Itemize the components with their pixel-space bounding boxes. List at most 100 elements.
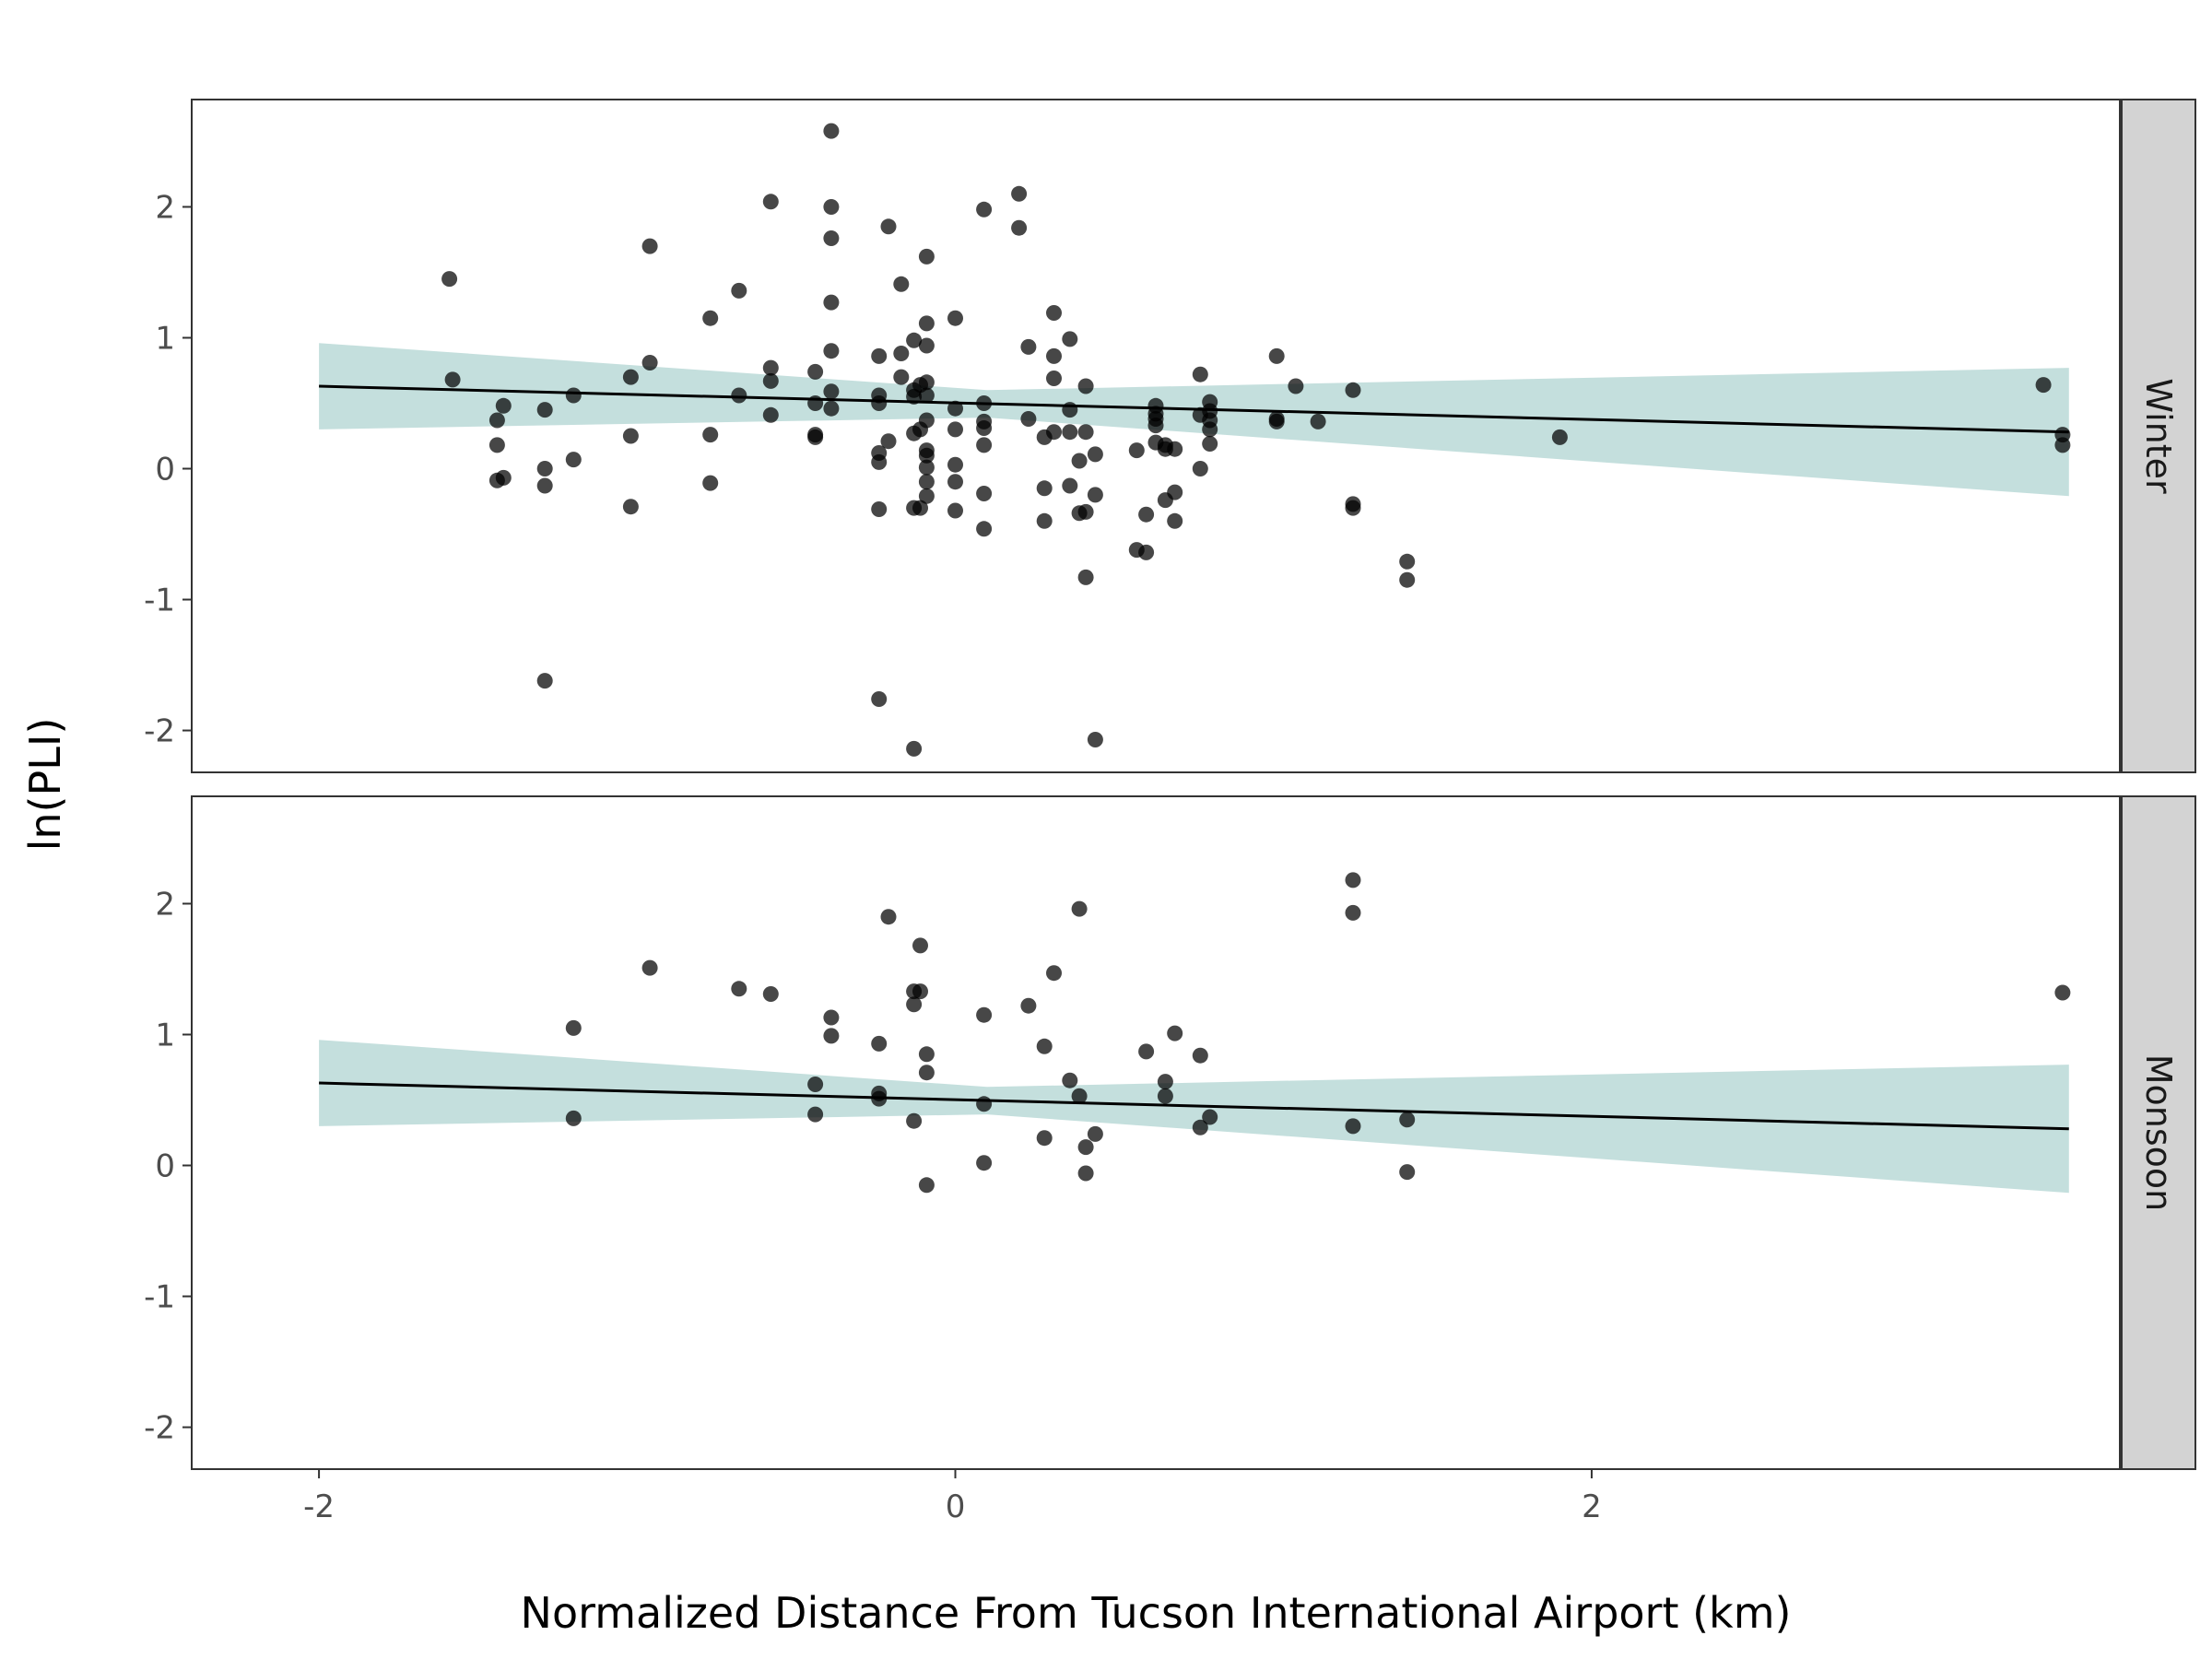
data-point bbox=[976, 521, 993, 537]
data-point bbox=[1138, 1043, 1155, 1060]
panel-border bbox=[191, 795, 2121, 1470]
data-point bbox=[1399, 1164, 1416, 1181]
data-point bbox=[731, 387, 747, 404]
data-point bbox=[1036, 480, 1053, 497]
y-tick-label: -1 bbox=[144, 1279, 175, 1316]
data-point bbox=[880, 909, 897, 925]
data-point bbox=[947, 502, 963, 519]
data-point bbox=[1011, 185, 1028, 202]
data-point bbox=[1071, 453, 1088, 469]
data-point bbox=[622, 499, 639, 515]
data-point bbox=[918, 488, 935, 504]
data-point bbox=[976, 1006, 993, 1023]
data-point bbox=[918, 1046, 935, 1063]
data-point bbox=[918, 459, 935, 476]
data-point bbox=[1062, 1072, 1078, 1088]
data-point bbox=[1071, 1088, 1088, 1104]
data-point bbox=[1087, 446, 1103, 463]
data-point bbox=[441, 271, 458, 288]
data-point bbox=[1077, 503, 1094, 520]
data-point bbox=[1202, 436, 1218, 452]
data-point bbox=[1128, 442, 1145, 459]
data-point bbox=[823, 230, 840, 246]
data-point bbox=[807, 363, 824, 380]
data-point bbox=[762, 194, 779, 210]
data-point bbox=[1077, 424, 1094, 441]
data-point bbox=[976, 395, 993, 411]
regression-line bbox=[319, 1081, 2069, 1131]
data-point bbox=[1157, 1074, 1173, 1090]
x-tick-label: 2 bbox=[1582, 1488, 1602, 1525]
y-tick-label: 1 bbox=[155, 320, 175, 357]
data-point bbox=[918, 337, 935, 354]
data-point bbox=[1202, 1109, 1218, 1125]
data-point bbox=[1062, 424, 1078, 441]
data-point bbox=[1310, 413, 1326, 429]
data-point bbox=[807, 429, 824, 445]
data-point bbox=[1046, 965, 1062, 982]
data-point bbox=[1077, 1139, 1094, 1156]
x-axis: -2 0 2 bbox=[303, 1469, 1602, 1525]
data-point bbox=[565, 1110, 582, 1126]
data-point bbox=[976, 486, 993, 501]
y-tick-label: -2 bbox=[144, 713, 175, 750]
data-point bbox=[823, 199, 840, 215]
data-point bbox=[1167, 512, 1183, 529]
data-point bbox=[807, 1077, 824, 1092]
data-point bbox=[823, 400, 840, 417]
data-point bbox=[1077, 569, 1094, 585]
data-point bbox=[893, 346, 910, 361]
data-point bbox=[1345, 382, 1361, 398]
data-point bbox=[1020, 338, 1037, 355]
data-point bbox=[823, 383, 840, 400]
data-point bbox=[488, 437, 505, 453]
data-point bbox=[976, 1096, 993, 1112]
data-point bbox=[918, 1065, 935, 1081]
data-point bbox=[702, 310, 719, 326]
data-point bbox=[871, 347, 888, 364]
data-point bbox=[536, 402, 553, 418]
data-point bbox=[702, 427, 719, 443]
data-point bbox=[641, 959, 658, 976]
data-point bbox=[976, 201, 993, 218]
data-point bbox=[1167, 441, 1183, 457]
data-point bbox=[762, 406, 779, 423]
data-point bbox=[1167, 484, 1183, 500]
data-point bbox=[1020, 411, 1037, 427]
data-point bbox=[918, 447, 935, 464]
data-point bbox=[1157, 1088, 1173, 1104]
facet-strip-label: Winter bbox=[2138, 378, 2179, 494]
data-point bbox=[762, 359, 779, 376]
data-point bbox=[1192, 1047, 1208, 1064]
data-point bbox=[1036, 1130, 1053, 1147]
data-point bbox=[641, 238, 658, 254]
data-point bbox=[1138, 506, 1155, 523]
data-point bbox=[1268, 413, 1285, 429]
data-point bbox=[2054, 984, 2071, 1001]
data-point bbox=[1046, 371, 1062, 386]
data-point bbox=[880, 218, 897, 235]
data-point bbox=[536, 673, 553, 689]
data-point bbox=[823, 1009, 840, 1026]
data-point bbox=[947, 310, 963, 326]
y-tick-label: 2 bbox=[155, 886, 175, 923]
data-point bbox=[871, 501, 888, 517]
data-point bbox=[871, 1090, 888, 1107]
data-point bbox=[947, 456, 963, 473]
data-point bbox=[1046, 424, 1062, 441]
facet-panel-monsoon: -2 -1 0 1 2 Monsoon bbox=[144, 795, 2196, 1470]
data-point bbox=[565, 452, 582, 468]
data-point bbox=[1345, 872, 1361, 888]
facet-panel-winter: -2 -1 0 1 2 Winter bbox=[144, 99, 2196, 773]
y-tick-label: -1 bbox=[144, 582, 175, 619]
data-point bbox=[880, 433, 897, 450]
data-point bbox=[918, 1177, 935, 1194]
data-point bbox=[912, 983, 928, 1000]
data-point bbox=[1288, 378, 1304, 394]
data-point bbox=[823, 1028, 840, 1044]
data-point bbox=[622, 428, 639, 444]
data-point bbox=[1087, 1125, 1103, 1142]
facet-strip bbox=[2121, 99, 2196, 773]
data-point bbox=[1046, 305, 1062, 321]
